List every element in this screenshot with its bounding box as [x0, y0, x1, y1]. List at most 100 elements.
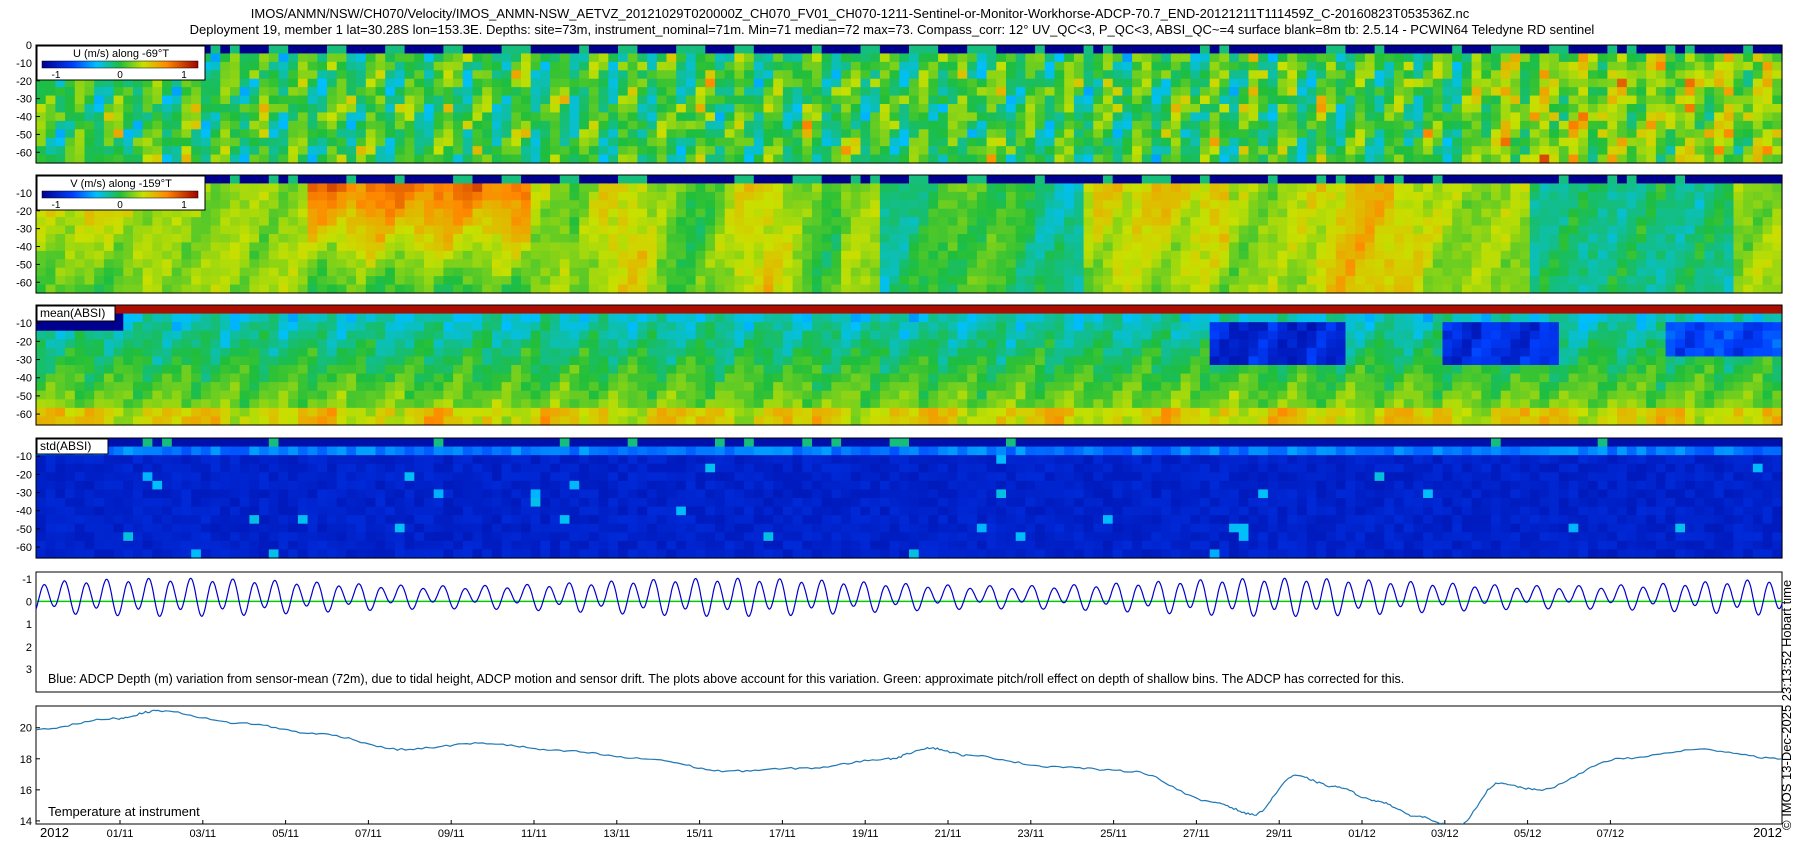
heatmap-cell: [1704, 154, 1715, 164]
heatmap-cell: [1297, 53, 1308, 63]
heatmap-cell: [249, 61, 260, 71]
heatmap-cell: [928, 259, 939, 269]
heatmap-cell: [1432, 104, 1444, 114]
heatmap-cell: [55, 267, 66, 277]
heatmap-cell: [1219, 259, 1230, 269]
heatmap-cell: [1597, 276, 1608, 286]
heatmap-cell: [724, 242, 735, 252]
heatmap-cell: [705, 87, 716, 97]
heatmap-cell: [1064, 276, 1075, 286]
heatmap-cell: [850, 284, 862, 294]
heatmap-cell: [346, 183, 357, 193]
heatmap-cell: [1248, 191, 1259, 201]
heatmap-cell: [1491, 95, 1502, 105]
heatmap-cell: [1694, 191, 1705, 201]
heatmap-cell: [996, 225, 1007, 235]
heatmap-cell: [530, 154, 541, 164]
heatmap-cell: [297, 146, 309, 156]
heatmap-cell: [1704, 70, 1715, 80]
heatmap-cell: [1442, 242, 1453, 252]
heatmap-cell: [841, 250, 852, 260]
heatmap-cell: [647, 61, 658, 71]
heatmap-cell: [1442, 175, 1453, 185]
heatmap-cell: [1675, 87, 1686, 97]
heatmap-cell: [297, 267, 309, 277]
heatmap-cell: [346, 234, 357, 244]
heatmap-cell: [453, 61, 464, 71]
heatmap-cell: [1762, 112, 1773, 122]
heatmap-cell: [1500, 259, 1511, 269]
heatmap-cell: [1015, 70, 1026, 80]
heatmap-cell: [705, 175, 716, 185]
heatmap-cell: [511, 242, 522, 252]
heatmap-cell: [394, 146, 406, 156]
heatmap-cell: [1025, 259, 1036, 269]
heatmap-cell: [1471, 129, 1482, 139]
heatmap-cell: [472, 137, 483, 147]
heatmap-cell: [414, 61, 425, 71]
heatmap-cell: [734, 175, 745, 185]
heatmap-cell: [1471, 183, 1482, 193]
heatmap-cell: [1083, 146, 1094, 156]
heatmap-cell: [171, 208, 183, 218]
heatmap-cell: [1685, 217, 1696, 227]
heatmap-cell: [1277, 137, 1288, 147]
heatmap-cell: [1529, 284, 1541, 294]
heatmap-cell: [307, 200, 318, 210]
heatmap-cell: [113, 250, 124, 260]
heatmap-cell: [802, 87, 813, 97]
heatmap-cell: [1694, 234, 1705, 244]
heatmap-cell: [1209, 250, 1220, 260]
heatmap-cell: [424, 146, 435, 156]
heatmap-cell: [1161, 276, 1172, 286]
heatmap-cell: [317, 200, 328, 210]
heatmap-cell: [627, 217, 638, 227]
heatmap-cell: [433, 250, 444, 260]
heatmap-cell: [1267, 175, 1279, 185]
heatmap-cell: [938, 250, 949, 260]
heatmap-cell: [462, 137, 474, 147]
heatmap-cell: [637, 242, 648, 252]
heatmap-cell: [1549, 234, 1560, 244]
heatmap-cell: [870, 70, 881, 80]
heatmap-cell: [288, 191, 299, 201]
heatmap-cell: [540, 154, 551, 164]
heatmap-cell: [1471, 217, 1482, 227]
heatmap-cell: [210, 242, 221, 252]
heatmap-cell: [1685, 95, 1696, 105]
heatmap-cell: [239, 78, 250, 88]
heatmap-cell: [1423, 183, 1434, 193]
heatmap-cell: [1073, 267, 1085, 277]
heatmap-cell: [365, 183, 377, 193]
heatmap-cell: [1238, 191, 1250, 201]
heatmap-cell: [1248, 146, 1259, 156]
heatmap-cell: [1277, 87, 1288, 97]
heatmap-cell: [1229, 200, 1240, 210]
heatmap-cell: [268, 250, 280, 260]
heatmap-cell: [123, 217, 134, 227]
heatmap-cell: [1694, 175, 1705, 185]
heatmap-cell: [1103, 95, 1114, 105]
heatmap-cell: [1219, 78, 1230, 88]
heatmap-cell: [491, 208, 503, 218]
heatmap-cell: [1073, 225, 1085, 235]
heatmap-cell: [1655, 70, 1667, 80]
heatmap-cell: [986, 267, 997, 277]
heatmap-cell: [1229, 104, 1240, 114]
heatmap-cell: [976, 242, 988, 252]
heatmap-cell: [1539, 259, 1550, 269]
heatmap-cell: [1200, 45, 1211, 55]
heatmap-cell: [1132, 95, 1143, 105]
heatmap-cell: [1073, 129, 1085, 139]
heatmap-cell: [142, 137, 153, 147]
heatmap-cell: [365, 154, 377, 164]
heatmap-cell: [1151, 78, 1162, 88]
heatmap-cell: [1694, 267, 1705, 277]
heatmap-cell: [1064, 129, 1075, 139]
heatmap-cell: [947, 183, 959, 193]
heatmap-cell: [1655, 120, 1667, 130]
heatmap-cell: [1558, 137, 1570, 147]
heatmap-cell: [1685, 112, 1696, 122]
heatmap-cell: [1491, 242, 1502, 252]
heatmap-cell: [947, 234, 959, 244]
